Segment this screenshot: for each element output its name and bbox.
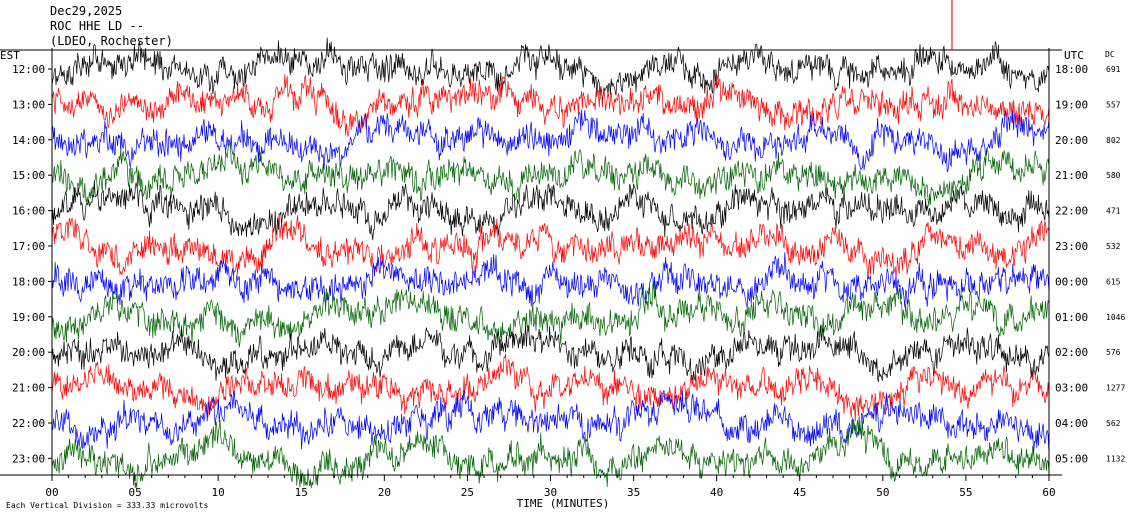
x-tick-label: 05 [128, 486, 141, 499]
x-tick-label: 60 [1042, 486, 1055, 499]
x-tick-label: 55 [959, 486, 972, 499]
row-label-utc: 20:00 [1055, 134, 1088, 147]
row-label-utc: 19:00 [1055, 98, 1088, 111]
right-zone-label: UTC [1064, 49, 1084, 62]
row-dc-value: 580 [1106, 171, 1121, 180]
row-label-local: 20:00 [12, 346, 45, 359]
trace-1400 [51, 109, 1050, 173]
row-label-utc: 03:00 [1055, 382, 1088, 395]
row-label-local: 23:00 [12, 452, 45, 465]
row-label-local: 18:00 [12, 275, 45, 288]
x-tick-label: 00 [45, 486, 58, 499]
row-dc-value: 615 [1106, 277, 1121, 286]
x-tick-label: 25 [461, 486, 474, 499]
plot-frame [0, 0, 1062, 481]
row-dc-value: 1046 [1106, 313, 1125, 322]
row-dc-value: 1277 [1106, 384, 1125, 393]
x-tick-label: 10 [212, 486, 225, 499]
row-label-local: 13:00 [12, 98, 45, 111]
row-label-local: 15:00 [12, 169, 45, 182]
x-tick-label: 35 [627, 486, 640, 499]
row-label-local: 14:00 [12, 134, 45, 147]
row-dc-value: 562 [1106, 419, 1121, 428]
network-label: (LDEO, Rochester) [50, 34, 173, 48]
row-label-utc: 05:00 [1055, 452, 1088, 465]
row-label-utc: 01:00 [1055, 311, 1088, 324]
row-label-utc: 22:00 [1055, 205, 1088, 218]
row-label-local: 16:00 [12, 205, 45, 218]
row-label-utc: 21:00 [1055, 169, 1088, 182]
row-dc-value: 1132 [1106, 454, 1125, 463]
date-label: Dec29,2025 [50, 4, 123, 18]
dc-header-label: DC [1105, 50, 1115, 59]
trace-1600 [51, 180, 1050, 241]
trace-1200 [51, 37, 1050, 101]
trace-1900 [51, 282, 1050, 348]
row-label-utc: 04:00 [1055, 417, 1088, 430]
trace-1800 [51, 252, 1050, 309]
row-dc-value: 576 [1106, 348, 1121, 357]
trace-2200 [51, 389, 1050, 456]
row-label-local: 19:00 [12, 311, 45, 324]
station-label: ROC HHE LD -- [50, 19, 144, 33]
row-label-utc: 18:00 [1055, 63, 1088, 76]
scale-note: Each Vertical Division = 333.33 microvol… [6, 501, 208, 510]
x-tick-label: 20 [378, 486, 391, 499]
x-axis-title: TIME (MINUTES) [517, 497, 610, 510]
row-label-utc: 00:00 [1055, 275, 1088, 288]
row-label-local: 12:00 [12, 63, 45, 76]
trace-2000 [51, 324, 1050, 384]
x-tick-label: 50 [876, 486, 889, 499]
row-dc-value: 471 [1106, 207, 1121, 216]
trace-layer [51, 37, 1050, 489]
row-label-utc: 23:00 [1055, 240, 1088, 253]
trace-1300 [51, 74, 1050, 137]
trace-2300 [51, 415, 1050, 489]
row-label-local: 22:00 [12, 417, 45, 430]
x-tick-label: 30 [544, 486, 557, 499]
row-label-local: 17:00 [12, 240, 45, 253]
row-dc-value: 557 [1106, 100, 1121, 109]
left-zone-label: EST [0, 49, 20, 62]
trace-1500 [51, 143, 1050, 207]
row-dc-value: 691 [1106, 65, 1121, 74]
x-tick-label: 40 [710, 486, 723, 499]
row-dc-value: 532 [1106, 242, 1121, 251]
row-label-local: 21:00 [12, 382, 45, 395]
label-layer: EST UTC DC 12:00 18:00 691 13:00 19:00 557 14:00 2… [0, 49, 1125, 510]
row-label-utc: 02:00 [1055, 346, 1088, 359]
trace-1700 [51, 213, 1050, 279]
x-tick-label: 15 [295, 486, 308, 499]
row-dc-value: 802 [1106, 136, 1121, 145]
x-tick-label: 45 [793, 486, 806, 499]
